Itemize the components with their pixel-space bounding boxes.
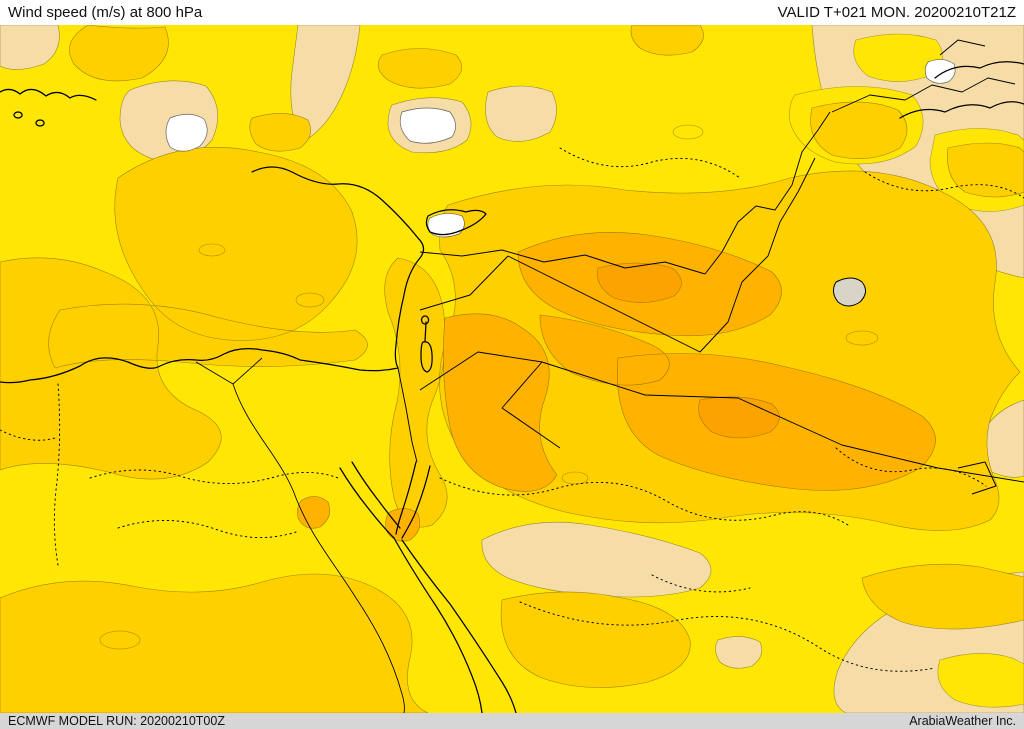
wind-field-peak-layer — [597, 262, 780, 439]
map-title: Wind speed (m/s) at 800 hPa — [8, 4, 203, 21]
map-area — [0, 24, 1024, 714]
wind-field-high-layer — [297, 232, 936, 542]
map-header: Wind speed (m/s) at 800 hPa VALID T+021 … — [0, 0, 1024, 25]
dotted-boundaries — [0, 147, 1024, 672]
model-run-label: ECMWF MODEL RUN: 20200210T00Z — [8, 714, 225, 728]
coastlines — [0, 61, 1024, 714]
island-shape — [832, 277, 866, 307]
contour-rings — [99, 124, 879, 650]
map-footer: ECMWF MODEL RUN: 20200210T00Z ArabiaWeat… — [0, 713, 1024, 729]
map-validity: VALID T+021 MON. 20200210T21Z — [777, 4, 1016, 21]
weather-map-svg — [0, 24, 1024, 714]
provider-credit: ArabiaWeather Inc. — [909, 714, 1016, 728]
wind-field-minima-layer — [165, 59, 956, 238]
country-borders — [397, 39, 1024, 495]
river-nile — [195, 357, 405, 714]
